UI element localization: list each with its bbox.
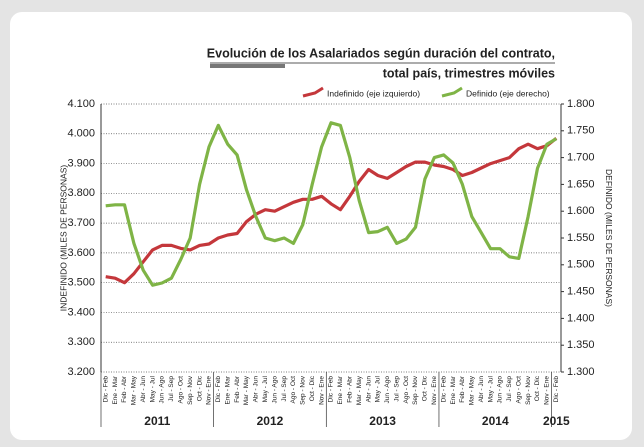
x-tick-label: Mar - May [131, 375, 138, 405]
legend-swatch [302, 86, 324, 98]
x-tick-label: Jul - Sep [506, 376, 513, 402]
x-tick-label: Dic - Feb [102, 376, 109, 403]
x-tick-label: May - Jul [149, 375, 156, 402]
x-tick-label: Dic - Feb [440, 376, 447, 403]
y2-tick-label: 1.300 [567, 366, 595, 378]
legend-swatch [441, 86, 463, 98]
x-tick-label: Nov - Ene [206, 376, 213, 405]
x-tick-label: Ago - Oct [515, 376, 522, 404]
x-tick-label: Abr - Jun [253, 376, 260, 403]
x-tick-label: May - Jul [375, 375, 382, 402]
y-tick-label: 3.600 [67, 247, 95, 259]
x-group-label: 2014 [482, 414, 509, 428]
y-tick-label: 4.000 [67, 128, 95, 140]
y2-tick-label: 1.650 [567, 178, 595, 190]
line-series [105, 121, 558, 287]
x-tick-label: Ene - Mar [337, 375, 344, 404]
y2-tick-label: 1.400 [567, 312, 595, 324]
x-tick-label: Oct - Dic [196, 375, 203, 401]
x-tick-label: Oct - Dic [534, 375, 541, 401]
x-tick-label: Oct - Dic [422, 375, 429, 401]
y-tick-label: 3.800 [67, 187, 95, 199]
x-tick-label: Nov - Ene [318, 376, 325, 405]
x-tick-label: Jun - Ago [384, 376, 391, 404]
x-tick-label: Mar - May [469, 375, 476, 405]
x-tick-label: Abr - Jun [365, 376, 372, 403]
x-tick-label: Ene - Mar [112, 375, 119, 404]
x-tick-label: Feb - Abr [121, 375, 128, 403]
x-tick-label: Sep - Nov [525, 375, 532, 405]
y2-tick-label: 1.450 [567, 286, 595, 298]
x-tick-label: Ene - Mar [450, 375, 457, 404]
x-tick-label: Jul - Sep [168, 376, 175, 402]
y-tick-label: 3.200 [67, 366, 95, 378]
y-tick-label: 3.900 [67, 157, 95, 169]
y2-tick-label: 1.350 [567, 339, 595, 351]
x-tick-label: Sep - Nov [187, 375, 194, 405]
x-tick-label: Ago - Oct [290, 376, 297, 404]
x-tick-label: Mar - May [356, 375, 363, 405]
x-tick-label: Jul - Sep [393, 376, 400, 402]
y2-tick-label: 1.500 [567, 259, 595, 271]
x-tick-label: Jul - Sep [281, 376, 288, 402]
x-tick-label: Ago - Oct [403, 376, 410, 404]
x-tick-label: Feb - Abr [234, 375, 241, 403]
y2-tick-label: 1.700 [567, 152, 595, 164]
x-group-label: 2013 [369, 414, 396, 428]
y2-axis-label: DEFINIDO (MILES DE PERSONAS) [604, 169, 614, 307]
x-tick-label: Nov - Ene [431, 376, 438, 405]
title-bar [210, 64, 285, 68]
x-tick-label: Abr - Jun [478, 376, 485, 403]
x-tick-label: Dic - Feb [553, 376, 560, 403]
x-tick-label: Oct - Dic [309, 375, 316, 401]
x-tick-label: May - Jul [262, 375, 269, 402]
x-tick-label: Dic - Feb [328, 376, 335, 403]
x-tick-label: Sep - Nov [300, 375, 307, 405]
chart-subtitle: total país, trimestres móviles [383, 66, 555, 80]
panel [10, 12, 632, 440]
y2-tick-label: 1.800 [567, 98, 595, 110]
y-tick-label: 4.100 [67, 98, 95, 110]
x-tick-label: Abr - Jun [140, 376, 147, 403]
y2-tick-label: 1.550 [567, 232, 595, 244]
y2-tick-label: 1.600 [567, 205, 595, 217]
x-group-label: 2012 [257, 414, 284, 428]
x-tick-label: Jun - Ago [159, 376, 166, 404]
x-tick-label: Sep - Nov [412, 375, 419, 405]
x-tick-label: Jun - Ago [497, 376, 504, 404]
x-tick-label: Feb - Abr [459, 375, 466, 403]
y-tick-label: 3.300 [67, 336, 95, 348]
x-tick-label: Mar - May [243, 375, 250, 405]
y-tick-label: 3.400 [67, 306, 95, 318]
x-tick-label: May - Jul [487, 375, 494, 402]
x-tick-label: Nov - Ene [544, 376, 551, 405]
y-tick-label: 3.500 [67, 277, 95, 289]
legend-label: Indefinido (eje izquierdo) [327, 88, 420, 98]
y2-tick-label: 1.750 [567, 125, 595, 137]
line-series [105, 136, 558, 285]
x-tick-label: Jun - Ago [271, 376, 278, 404]
x-group-label: 2011 [144, 414, 170, 428]
x-tick-label: Ene - Mar [224, 375, 231, 404]
x-tick-label: Dic - Feb [215, 376, 222, 403]
chart-title: Evolución de los Asalariados según durac… [207, 46, 555, 60]
legend-label: Definido (eje derecho) [466, 88, 550, 98]
y-tick-label: 3.700 [67, 217, 95, 229]
y-axis-label: INDEFINIDO (MILES DE PERSONAS) [58, 165, 68, 312]
x-group-label: 2015 [543, 414, 570, 428]
x-tick-label: Ago - Oct [178, 376, 185, 404]
x-tick-label: Feb - Abr [346, 375, 353, 403]
